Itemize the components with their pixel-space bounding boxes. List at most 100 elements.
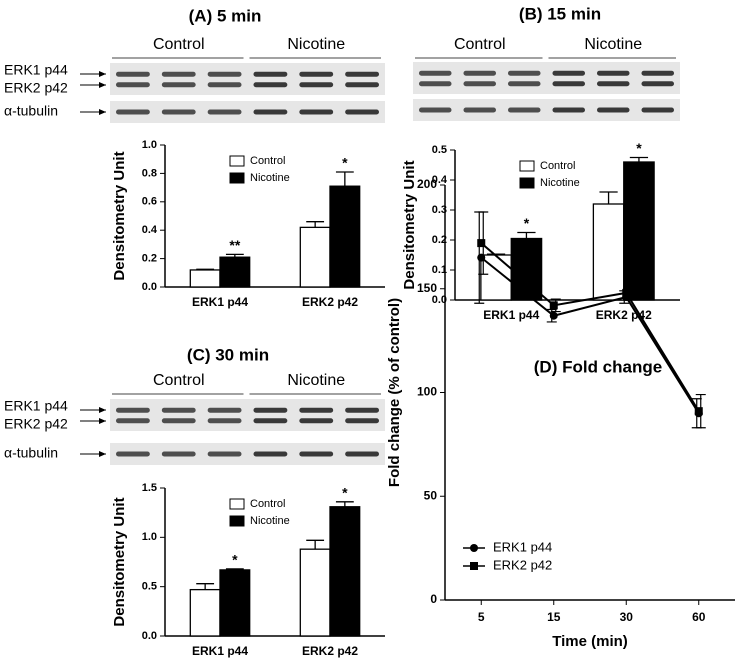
panel-title: (D) Fold change: [534, 357, 662, 376]
blot-band: [161, 451, 196, 457]
x-axis-label: Time (min): [552, 633, 628, 650]
error-bar: [225, 568, 244, 570]
legend-marker: [470, 544, 478, 552]
error-bar: [196, 268, 215, 270]
blot-band: [299, 109, 334, 115]
blot-group-label: Nicotine: [287, 372, 345, 389]
blot-band: [641, 107, 674, 113]
y-tick-label: 150: [417, 281, 437, 295]
legend-marker: [470, 562, 478, 570]
legend-swatch: [229, 155, 245, 167]
y-tick-label: 0: [430, 592, 437, 606]
x-tick-label: ERK2 p42: [302, 295, 358, 309]
blot-band: [161, 418, 196, 424]
band-arrowhead: [99, 109, 106, 115]
blot-band: [597, 81, 630, 87]
y-tick-label: 0.4: [142, 224, 158, 236]
blot-band: [552, 70, 585, 76]
bar: [189, 269, 221, 288]
blot-band: [597, 107, 630, 113]
blot-band: [207, 109, 242, 115]
significance: *: [232, 552, 238, 568]
band-arrowhead: [99, 71, 106, 77]
band-arrowhead: [99, 407, 106, 413]
significance: *: [636, 140, 642, 156]
data-point: [549, 311, 558, 320]
blot-band: [116, 418, 150, 424]
blot-band: [299, 82, 334, 88]
blot-band: [419, 81, 452, 87]
band-arrowhead: [99, 82, 106, 88]
blot-band: [463, 70, 496, 76]
legend-swatch: [519, 177, 535, 189]
blot-band: [161, 82, 196, 88]
blot-band: [641, 81, 674, 87]
blot-band: [299, 418, 334, 424]
data-point: [477, 253, 486, 262]
y-tick-label: 0.2: [432, 234, 447, 246]
blot-band: [345, 82, 379, 88]
legend-swatch: [519, 160, 535, 172]
significance: *: [342, 155, 348, 171]
blot-group-label: Control: [454, 36, 506, 53]
band-arrowhead: [99, 451, 106, 457]
data-point: [622, 288, 631, 297]
blot-band: [253, 71, 288, 77]
bar: [329, 185, 361, 288]
panel-title: (B) 15 min: [519, 4, 601, 23]
bar: [623, 161, 655, 301]
error-bar: [306, 539, 325, 550]
y-tick-label: 0.6: [142, 196, 157, 208]
blot-band: [161, 407, 196, 413]
blot-strip: [413, 99, 680, 121]
x-tick-label: ERK2 p42: [302, 644, 358, 658]
legend-label: Nicotine: [540, 177, 580, 189]
error-bar: [629, 156, 649, 162]
band-label: α-tubulin: [4, 445, 58, 461]
y-tick-label: 100: [417, 385, 437, 399]
y-axis-label: Densitometry Unit: [111, 497, 128, 626]
y-tick-label: 0.0: [432, 294, 447, 306]
blot-band: [552, 107, 585, 113]
blot-band: [253, 407, 288, 413]
y-tick-label: 50: [424, 488, 438, 502]
error-bar: [599, 191, 618, 204]
legend-swatch: [229, 498, 245, 510]
significance: **: [229, 237, 240, 253]
y-tick-label: 0.4: [432, 174, 448, 186]
x-tick-label: ERK1 p44: [192, 295, 248, 309]
error-bar: [335, 171, 354, 187]
data-point: [549, 301, 558, 310]
legend-label: Nicotine: [250, 172, 290, 184]
x-tick-label: 5: [478, 610, 485, 624]
y-tick-label: 0.2: [142, 253, 157, 265]
x-tick-label: 15: [547, 610, 561, 624]
y-tick-label: 1.5: [142, 482, 157, 494]
blot-band: [207, 71, 242, 77]
blot-band: [299, 407, 334, 413]
panel-title: (C) 30 min: [187, 345, 269, 364]
y-axis-label: Densitometry Unit: [111, 151, 128, 280]
blot-strip: [110, 101, 385, 123]
blot-band: [253, 109, 288, 115]
blot-band: [641, 70, 674, 76]
blot-band: [207, 418, 242, 424]
blot-band: [419, 107, 452, 113]
bar: [329, 506, 361, 637]
blot-band: [552, 81, 585, 87]
blot-band: [345, 71, 379, 77]
y-tick-label: 1.0: [142, 139, 157, 151]
blot-band: [508, 81, 541, 87]
blot-strip: [110, 63, 385, 95]
blot-band: [207, 82, 242, 88]
blot-band: [161, 71, 196, 77]
blot-band: [207, 407, 242, 413]
legend-swatch: [229, 172, 245, 184]
band-label: ERK1 p44: [4, 398, 68, 414]
blot-strip: [110, 443, 385, 465]
x-tick-label: 60: [692, 610, 706, 624]
blot-band: [299, 71, 334, 77]
blot-strip: [413, 62, 680, 94]
y-tick-label: 0.3: [432, 204, 447, 216]
blot-band: [463, 107, 496, 113]
